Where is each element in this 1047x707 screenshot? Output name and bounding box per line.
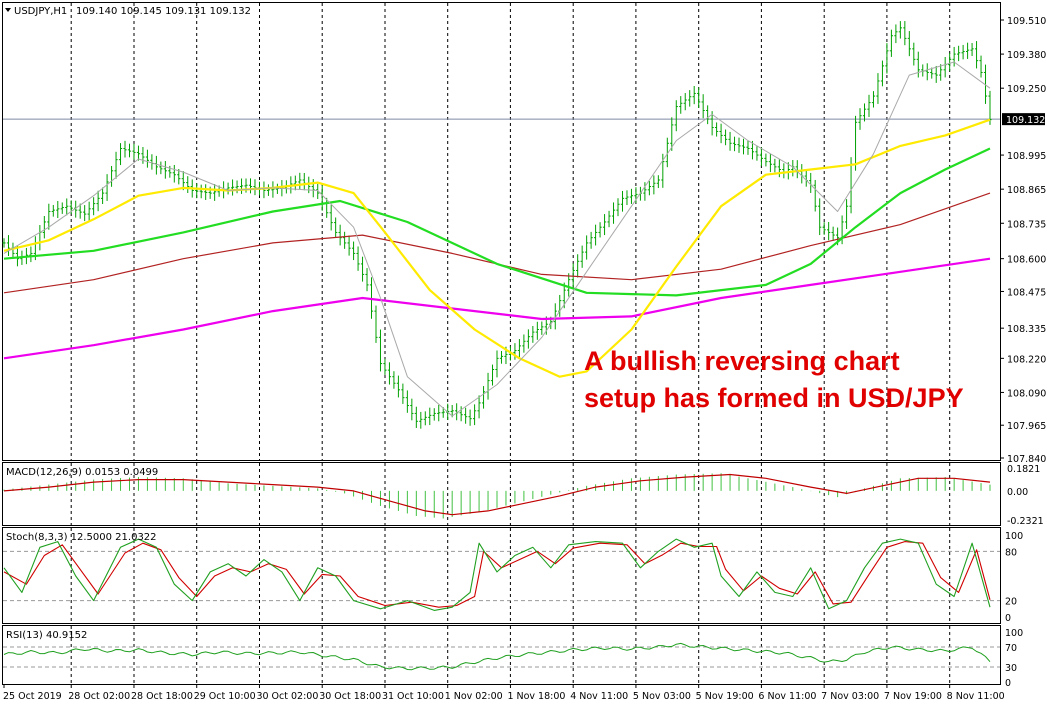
- time-tick-label: 28 Oct 18:00: [131, 691, 193, 702]
- series-ma-10: [3, 61, 991, 417]
- time-tick-label: 6 Nov 11:00: [758, 691, 816, 702]
- macd-panel: [3, 473, 991, 519]
- rsi-tick-label: 100: [1005, 628, 1023, 639]
- price-tick-label: 108.090: [1007, 388, 1046, 399]
- time-tick-label: 5 Nov 03:00: [633, 691, 691, 702]
- time-tick-label: 1 Nov 18:00: [507, 691, 565, 702]
- vertical-gridlines: [70, 3, 951, 684]
- time-tick-label: 1 Nov 02:00: [445, 691, 503, 702]
- series-ma-200: [3, 257, 991, 360]
- macd-panel-frame: [2, 462, 1001, 526]
- collapse-arrow-icon[interactable]: [5, 8, 11, 12]
- time-tick-label: 25 Oct 2019: [3, 691, 62, 702]
- price-tick-label: 108.865: [1007, 185, 1046, 196]
- price-panel: [2, 21, 1000, 429]
- stoch-main-line: [3, 538, 991, 611]
- macd-tick-label: 0.1821: [1007, 464, 1040, 475]
- ohlc-label: 109.140 109.145 109.131 109.132: [76, 6, 251, 17]
- rsi-tick-label: 30: [1005, 663, 1017, 674]
- price-tick-label: 108.335: [1007, 324, 1046, 335]
- series-ma-20: [3, 118, 991, 378]
- time-tick-label: 30 Oct 02:00: [256, 691, 318, 702]
- time-tick-label: 5 Nov 19:00: [696, 691, 754, 702]
- price-tick-label: 108.220: [1007, 354, 1046, 365]
- rsi-panel: [3, 642, 1000, 671]
- rsi-panel-frame: [2, 625, 1001, 685]
- last-price-tag: 109.132: [1006, 115, 1045, 126]
- time-tick-label: 4 Nov 11:00: [570, 691, 628, 702]
- price-tick-label: 109.510: [1007, 16, 1046, 27]
- time-tick-label: 7 Nov 03:00: [821, 691, 879, 702]
- time-tick-label: 28 Oct 02:00: [68, 691, 130, 702]
- stoch-tick-label: 0: [1005, 613, 1011, 624]
- last-price-tag-box: [1002, 113, 1045, 126]
- stoch-tick-label: 80: [1005, 547, 1017, 558]
- price-tick-label: 108.995: [1007, 151, 1046, 162]
- time-tick-label: 31 Oct 10:00: [382, 691, 444, 702]
- stoch-tick-label: 100: [1005, 531, 1023, 542]
- rsi-line: [3, 642, 991, 671]
- macd-label: MACD(12,26,9) 0.0153 0.0499: [6, 467, 158, 478]
- price-axis: 109.510 109.380 109.250 109.132 108.995 108.8…: [1000, 16, 1046, 689]
- price-panel-frame: [2, 2, 1001, 461]
- price-tick-label: 107.965: [1007, 421, 1046, 432]
- stochastic-panel: [3, 538, 1000, 611]
- price-tick-label: 108.735: [1007, 219, 1046, 230]
- macd-signal-line: [3, 473, 991, 516]
- rsi-tick-label: 0: [1005, 678, 1011, 689]
- stoch-label: Stoch(8,3,3) 12.5000 21.0322: [6, 532, 157, 543]
- price-tick-label: 107.840: [1007, 454, 1046, 465]
- symbol-label: USDJPY,H1: [14, 6, 67, 17]
- series-ma-50: [3, 147, 991, 297]
- annotation-line-2: setup has formed in USD/JPY: [584, 383, 964, 413]
- time-axis: 25 Oct 2019 28 Oct 02:00 28 Oct 18:00 29 Oc…: [3, 684, 1005, 702]
- price-tick-label: 109.250: [1007, 84, 1046, 95]
- rsi-tick-label: 70: [1005, 643, 1017, 654]
- time-tick-label: 8 Nov 11:00: [947, 691, 1005, 702]
- stoch-tick-label: 20: [1005, 597, 1017, 608]
- stoch-panel-frame: [2, 527, 1001, 624]
- rsi-label: RSI(13) 40.9152: [6, 630, 87, 641]
- macd-tick-label: 0.00: [1007, 487, 1028, 498]
- time-tick-label: 30 Oct 18:00: [319, 691, 381, 702]
- time-tick-label: 7 Nov 19:00: [884, 691, 942, 702]
- annotation-line-1: A bullish reversing chart: [584, 346, 900, 376]
- time-tick-label: 29 Oct 10:00: [194, 691, 256, 702]
- price-tick-label: 108.475: [1007, 287, 1046, 298]
- price-tick-label: 108.600: [1007, 255, 1046, 266]
- stoch-signal-line: [3, 541, 991, 608]
- price-tick-label: 109.380: [1007, 50, 1046, 61]
- macd-tick-label: -0.2321: [1007, 516, 1044, 527]
